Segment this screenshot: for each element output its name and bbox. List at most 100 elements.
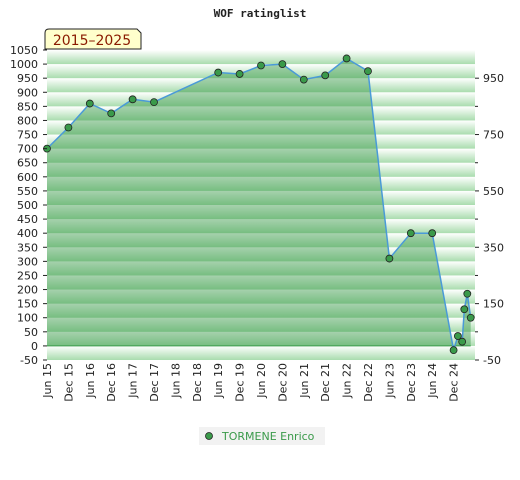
legend-entry: TORMENE Enrico	[221, 430, 315, 443]
y-tick-label: 750	[17, 129, 38, 142]
x-tick-label: Dec 19	[234, 363, 247, 402]
x-tick-label: Jun 17	[127, 363, 140, 399]
period-badge: 2015–2025	[44, 28, 142, 50]
y-tick-label: 450	[17, 213, 38, 226]
y-tick-label: 150	[17, 298, 38, 311]
y-tick-label: -50	[20, 354, 38, 367]
grid-band	[47, 148, 475, 163]
data-point	[107, 109, 116, 118]
x-tick-label: Jun 15	[41, 363, 54, 399]
y-right-tick-label: 950	[483, 72, 504, 85]
legend: TORMENE Enrico	[199, 427, 325, 445]
y-tick-label: 250	[17, 269, 38, 282]
y-tick-label: 900	[17, 86, 38, 99]
y-right-tick-label: 750	[483, 129, 504, 142]
data-point	[214, 68, 223, 77]
x-tick-label: Dec 16	[105, 363, 118, 402]
grid-band	[47, 331, 475, 346]
x-tick-label: Dec 17	[148, 363, 161, 402]
x-tick-label: Dec 18	[191, 363, 204, 402]
x-tick-label: Jun 23	[383, 363, 396, 399]
grid-band	[47, 317, 475, 332]
x-tick-label: Dec 23	[405, 363, 418, 402]
y-right-tick-label: -50	[483, 354, 501, 367]
plot-area	[43, 50, 475, 360]
grid-band	[47, 78, 475, 93]
y-tick-label: 1000	[10, 58, 38, 71]
data-point	[235, 70, 244, 78]
y-tick-label: 500	[17, 199, 38, 212]
grid-band	[47, 233, 475, 248]
grid-band	[47, 134, 475, 149]
grid-band	[47, 190, 475, 205]
y-tick-label: 200	[17, 284, 38, 297]
grid-band	[47, 303, 475, 318]
data-point	[257, 61, 265, 70]
series-area	[47, 58, 471, 351]
data-point	[64, 123, 73, 132]
grid-band	[47, 345, 475, 360]
x-tick-label: Jun 22	[341, 363, 354, 399]
data-point	[364, 67, 372, 76]
y-tick-label: 700	[17, 143, 38, 156]
y-tick-label: 350	[17, 241, 38, 254]
grid-band	[47, 289, 475, 304]
grid-band	[47, 176, 475, 191]
y-tick-label: 950	[17, 72, 38, 85]
y-tick-label: 650	[17, 157, 38, 170]
period-label: 2015–2025	[53, 33, 131, 49]
grid-band	[47, 106, 475, 121]
x-tick-label: Jun 21	[298, 363, 311, 399]
data-point	[385, 254, 394, 263]
y-right-tick-label: 150	[483, 298, 504, 311]
data-point	[428, 229, 437, 238]
data-point	[85, 99, 94, 108]
grid-band	[47, 247, 475, 262]
data-point	[150, 98, 158, 107]
data-point	[128, 95, 137, 104]
grid-band	[47, 275, 475, 290]
x-tick-label: Dec 21	[319, 363, 332, 402]
grid-band	[47, 261, 475, 276]
y-tick-label: 400	[17, 227, 38, 240]
x-tick-label: Jun 20	[255, 363, 268, 399]
grid-band	[47, 205, 475, 220]
y-tick-label: 850	[17, 100, 38, 113]
data-point	[342, 54, 351, 63]
data-point	[278, 60, 287, 68]
chart-title: WOF ratinglist	[214, 7, 307, 20]
y-tick-label: 550	[17, 185, 38, 198]
grid-band	[47, 162, 475, 177]
legend-marker	[205, 432, 213, 440]
y-right-tick-label: 550	[483, 185, 504, 198]
data-point	[458, 337, 467, 346]
grid-band	[47, 120, 475, 135]
data-point	[299, 75, 308, 84]
data-point	[449, 346, 458, 355]
grid-band	[47, 50, 475, 65]
y-tick-label: 1050	[10, 44, 38, 57]
y-right-tick-label: 350	[483, 241, 504, 254]
data-point	[466, 313, 475, 322]
y-tick-label: 300	[17, 255, 38, 268]
data-point	[460, 305, 469, 314]
x-tick-label: Jun 18	[169, 363, 182, 399]
y-axis-right: 950 750 550 350 150 -50	[475, 72, 504, 367]
x-tick-label: Dec 22	[362, 363, 375, 402]
x-tick-label: Jun 16	[84, 363, 97, 399]
y-tick-label: 50	[24, 326, 38, 339]
data-point	[463, 289, 472, 298]
data-point	[406, 229, 415, 238]
data-point	[321, 71, 330, 80]
y-tick-label: 600	[17, 171, 38, 184]
y-tick-label: 800	[17, 114, 38, 127]
x-tick-label: Jun 24	[426, 363, 439, 399]
grid-band	[47, 219, 475, 234]
data-point	[453, 332, 462, 340]
x-tick-label: Jun 19	[212, 363, 225, 399]
x-tick-label: Dec 20	[276, 363, 289, 402]
y-tick-label: 100	[17, 312, 38, 325]
x-axis: Jun 15 Dec 15 Jun 16 Dec 16 Jun 17 Dec 17 Jun …	[41, 363, 461, 402]
